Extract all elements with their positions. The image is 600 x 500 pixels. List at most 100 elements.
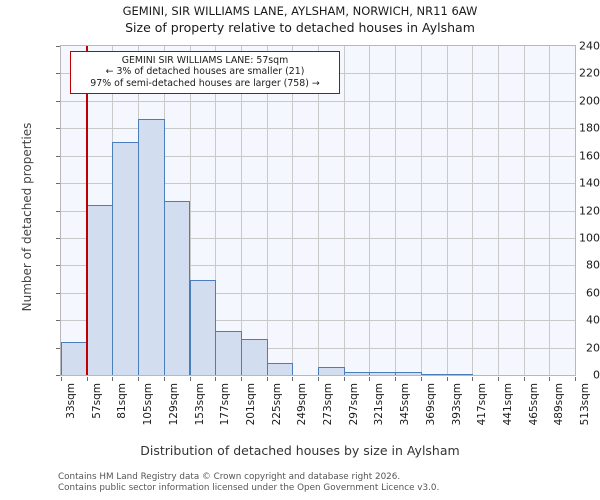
gridline-vertical xyxy=(395,46,397,375)
x-tick-mark xyxy=(86,377,88,381)
footer-attribution: Contains HM Land Registry data © Crown c… xyxy=(58,472,598,493)
x-tick-label: 345sqm xyxy=(399,383,412,426)
gridline-vertical xyxy=(446,46,448,375)
histogram-bar xyxy=(138,118,165,375)
histogram-bar xyxy=(266,362,294,375)
y-tick-mark xyxy=(56,237,60,239)
y-tick-mark xyxy=(56,46,60,47)
y-tick-mark xyxy=(56,375,60,376)
annotation-line-2: ← 3% of detached houses are smaller (21) xyxy=(105,66,305,78)
y-tick-label: 220 xyxy=(579,66,600,80)
x-tick-mark xyxy=(549,377,551,381)
y-tick-mark xyxy=(56,265,60,267)
x-tick-label: 177sqm xyxy=(219,383,232,426)
x-tick-mark xyxy=(292,377,294,381)
y-tick-mark xyxy=(56,320,60,322)
y-tick-mark xyxy=(56,73,60,75)
chart-subtitle: Size of property relative to detached ho… xyxy=(125,20,475,35)
histogram-bar xyxy=(163,200,191,375)
x-tick-mark xyxy=(472,377,474,381)
x-tick-label: 393sqm xyxy=(450,383,463,426)
x-tick-mark xyxy=(369,377,371,381)
gridline-vertical xyxy=(215,46,217,375)
gridline-vertical xyxy=(266,46,268,375)
x-tick-label: 153sqm xyxy=(193,383,206,426)
histogram-bar xyxy=(61,342,88,375)
x-tick-label: 297sqm xyxy=(347,383,360,426)
plot-area: GEMINI SIR WILLIAMS LANE: 57sqm ← 3% of … xyxy=(60,45,576,376)
x-tick-label: 417sqm xyxy=(476,383,489,426)
x-tick-mark xyxy=(575,377,576,381)
y-tick-label: 0 xyxy=(593,368,600,382)
gridline-vertical xyxy=(523,46,525,375)
x-tick-label: 513sqm xyxy=(579,383,591,426)
gridline-vertical xyxy=(549,46,551,375)
x-tick-mark xyxy=(266,377,268,381)
x-tick-label: 225sqm xyxy=(270,383,283,426)
histogram-bar xyxy=(395,372,422,375)
x-tick-label: 321sqm xyxy=(373,383,386,426)
y-axis-title: Number of detached properties xyxy=(20,122,34,312)
histogram-bar xyxy=(86,205,114,375)
gridline-vertical xyxy=(318,46,319,375)
gridline-vertical xyxy=(292,46,294,375)
x-tick-mark xyxy=(138,377,140,381)
x-tick-mark xyxy=(343,377,345,381)
histogram-bar xyxy=(343,372,371,375)
histogram-bar xyxy=(369,372,397,375)
page-title: GEMINI, SIR WILLIAMS LANE, AYLSHAM, NORW… xyxy=(122,4,478,18)
histogram-bar xyxy=(420,373,448,375)
y-tick-label: 60 xyxy=(586,286,600,300)
x-tick-label: 105sqm xyxy=(142,383,155,426)
footer-line-1: Contains HM Land Registry data © Crown c… xyxy=(58,472,401,482)
highlight-line-57sqm xyxy=(85,46,88,375)
x-tick-mark xyxy=(395,377,397,381)
x-tick-label: 489sqm xyxy=(553,383,566,426)
x-tick-label: 201sqm xyxy=(244,383,257,426)
x-tick-label: 273sqm xyxy=(322,383,334,426)
y-tick-label: 160 xyxy=(579,149,600,163)
y-tick-label: 80 xyxy=(586,258,600,272)
x-tick-mark xyxy=(163,377,165,381)
x-tick-label: 441sqm xyxy=(501,383,514,426)
x-tick-mark xyxy=(189,377,191,381)
x-tick-label: 57sqm xyxy=(90,383,103,419)
gridline-vertical xyxy=(472,46,474,375)
y-tick-label: 240 xyxy=(579,39,600,53)
annotation-line-3: 97% of semi-detached houses are larger (… xyxy=(90,77,320,89)
x-tick-label: 81sqm xyxy=(116,383,129,419)
histogram-bar xyxy=(189,280,217,375)
histogram-bar xyxy=(240,339,268,375)
chart-title-block: GEMINI, SIR WILLIAMS LANE, AYLSHAM, NORW… xyxy=(0,4,600,36)
histogram-bar xyxy=(215,331,242,375)
y-tick-label: 20 xyxy=(586,341,600,355)
gridline-vertical xyxy=(369,46,371,375)
x-tick-mark xyxy=(240,377,242,381)
annotation-callout: GEMINI SIR WILLIAMS LANE: 57sqm ← 3% of … xyxy=(70,51,340,95)
x-tick-mark xyxy=(61,377,62,381)
x-tick-mark xyxy=(497,377,499,381)
y-tick-mark xyxy=(56,183,60,185)
y-tick-mark xyxy=(56,210,60,212)
histogram-bar xyxy=(318,366,345,375)
y-tick-label: 140 xyxy=(579,176,600,190)
y-tick-mark xyxy=(56,128,60,130)
histogram-bar xyxy=(446,373,474,375)
x-tick-mark xyxy=(420,377,422,381)
y-tick-label: 180 xyxy=(579,121,600,135)
annotation-line-1: GEMINI SIR WILLIAMS LANE: 57sqm xyxy=(121,55,289,66)
y-tick-mark xyxy=(56,100,60,102)
gridline-vertical xyxy=(343,46,345,375)
x-tick-mark xyxy=(523,377,525,381)
y-tick-label: 100 xyxy=(579,231,600,245)
x-tick-label: 369sqm xyxy=(424,383,437,426)
x-axis-title: Distribution of detached houses by size … xyxy=(140,443,460,458)
y-tick-mark xyxy=(56,292,60,294)
y-tick-label: 200 xyxy=(579,94,600,108)
y-tick-label: 120 xyxy=(579,204,600,217)
y-tick-mark xyxy=(56,347,60,349)
x-tick-label: 129sqm xyxy=(167,383,180,426)
x-tick-label: 33sqm xyxy=(65,383,77,419)
x-tick-label: 465sqm xyxy=(527,383,540,426)
